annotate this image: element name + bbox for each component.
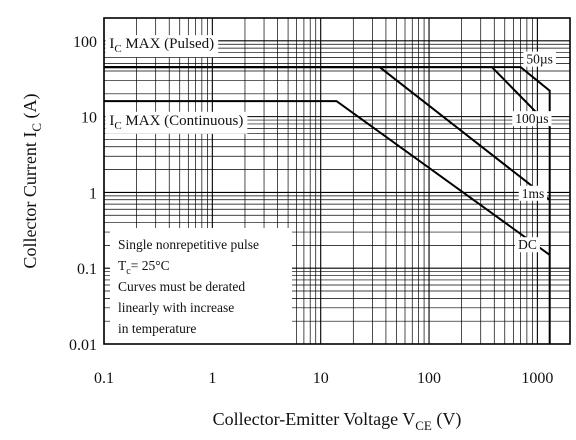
series-lines bbox=[104, 66, 551, 344]
note-line-4: linearly with increase bbox=[118, 300, 234, 315]
note-line-2: Tc= 25°C bbox=[118, 258, 170, 277]
y-tick-label: 1 bbox=[89, 185, 97, 202]
curve-label: 100µs bbox=[515, 111, 548, 126]
curve-label: 50µs bbox=[526, 52, 553, 67]
x-tick-label: 1 bbox=[208, 370, 216, 387]
annotations: IC MAX (Pulsed) IC MAX (Continuous) 50µs 10… bbox=[105, 35, 556, 253]
x-tick-label: 1000 bbox=[521, 370, 553, 387]
limit-label: IC MAX (Pulsed) bbox=[109, 36, 214, 55]
y-tick-label: 0.1 bbox=[77, 261, 97, 278]
limit-label-background bbox=[105, 111, 248, 134]
plot-frame bbox=[103, 17, 571, 345]
curve-label: DC bbox=[518, 237, 537, 252]
tick-labels: 0.1 1 10 100 1000 0.01 0.1 1 10 100 bbox=[69, 34, 553, 387]
x-tick-label: 0.1 bbox=[94, 370, 114, 387]
x-tick-label: 100 bbox=[417, 370, 441, 387]
curve-label: 1ms bbox=[522, 186, 545, 201]
curve-label-background bbox=[518, 185, 548, 201]
curve-label-background bbox=[515, 237, 540, 253]
note-line-1: Single nonrepetitive pulse bbox=[118, 237, 259, 252]
x-tick-label: 10 bbox=[313, 370, 329, 387]
curve-label-background bbox=[512, 111, 552, 127]
y-tick-label: 0.01 bbox=[69, 337, 97, 354]
x-axis-label: Collector-Emitter Voltage VCE (V) bbox=[213, 409, 462, 433]
series-line bbox=[104, 100, 551, 256]
note-line-3: Curves must be derated bbox=[118, 279, 245, 294]
note-line-5: in temperature bbox=[118, 321, 196, 336]
limit-label-background bbox=[105, 35, 219, 58]
note-box: Single nonrepetitive pulse Tc= 25°C Curv… bbox=[110, 228, 292, 350]
y-tick-label: 10 bbox=[81, 110, 97, 127]
curve-label-background bbox=[523, 51, 556, 67]
note-box-background bbox=[110, 228, 292, 350]
y-tick-label: 100 bbox=[73, 34, 97, 51]
series-line bbox=[104, 66, 551, 201]
limit-label: IC MAX (Continuous) bbox=[109, 113, 243, 132]
y-axis-label: Collector Current IC (A) bbox=[20, 93, 44, 268]
